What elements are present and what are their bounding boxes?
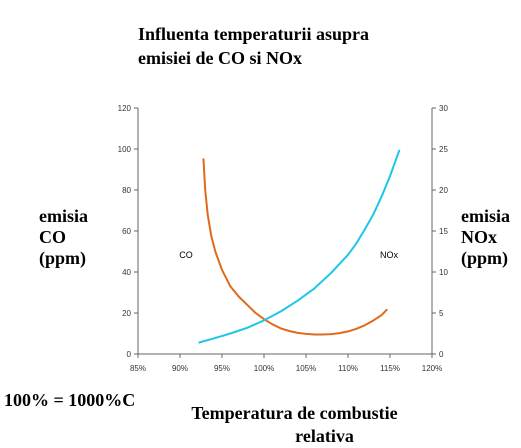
chart-title: Influenta temperaturii asupra emisiei de… [138,22,369,70]
series-line-nox [198,149,401,344]
y-axis-right-label: emisia NOx (ppm) [461,206,510,269]
y-right-tick-label: 5 [439,309,444,318]
chart-title-line-2: emisiei de CO si NOx [138,48,302,68]
y-right-tick-label: 15 [439,227,448,236]
x-tick-label: 120% [422,364,442,373]
y-left-label-line-2: CO [39,227,66,247]
y-left-tick-label: 20 [122,309,131,318]
series-label-nox: NOx [380,250,399,260]
y-right-tick-label: 20 [439,186,448,195]
y-right-tick-label: 10 [439,268,448,277]
y-left-label-line-3: (ppm) [39,248,87,268]
y-left-tick-label: 80 [122,186,131,195]
y-left-tick-label: 120 [118,104,132,113]
y-right-label-line-1: emisia [461,206,510,226]
y-right-tick-label: 25 [439,145,448,154]
x-tick-label: 105% [296,364,316,373]
x-tick-label: 110% [338,364,358,373]
y-axis-left-label: emisia CO (ppm) [39,206,88,269]
y-left-tick-label: 0 [127,350,132,359]
x-tick-label: 85% [130,364,146,373]
y-right-tick-label: 0 [439,350,444,359]
reference-note: 100% = 1000%C [4,390,136,410]
y-left-tick-label: 40 [122,268,131,277]
x-tick-label: 90% [172,364,188,373]
y-right-tick-label: 30 [439,104,448,113]
chart-title-line-1: Influenta temperaturii asupra [138,24,369,44]
x-label-line-1: Temperatura de combustie [191,403,398,423]
x-tick-label: 115% [380,364,400,373]
y-left-tick-label: 60 [122,227,131,236]
x-tick-label: 95% [214,364,230,373]
x-label-line-2: relativa [295,426,354,446]
x-tick-label: 100% [254,364,274,373]
y-left-label-line-1: emisia [39,206,88,226]
y-right-label-line-3: (ppm) [461,248,509,268]
series-label-co: CO [179,250,193,260]
y-left-tick-label: 100 [118,145,132,154]
y-right-label-line-2: NOx [461,227,497,247]
series-line-co [202,158,388,336]
x-axis-label: Temperatura de combustie relativa [172,402,417,448]
